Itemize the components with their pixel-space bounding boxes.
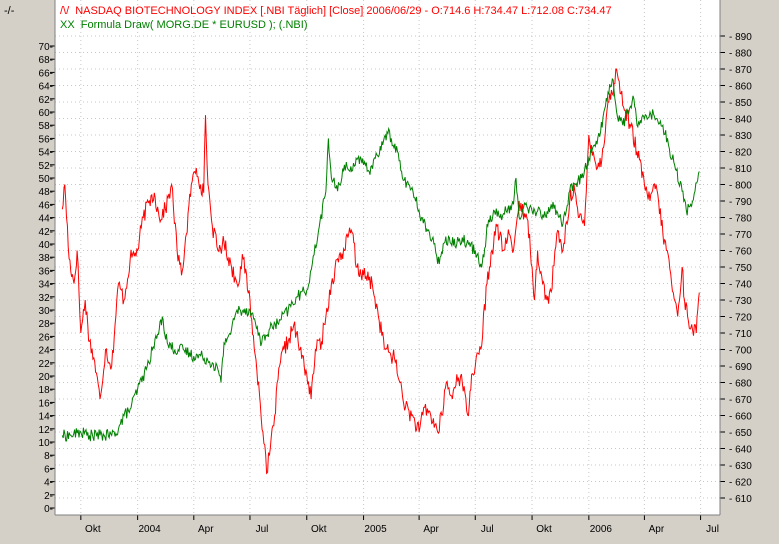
left-tick-label: 42-	[39, 227, 53, 238]
left-tick-label: 8-	[44, 451, 53, 462]
x-tick-label: Okt	[536, 524, 552, 535]
left-tick-label: 60-	[39, 108, 53, 119]
x-tick-label: Okt	[311, 524, 327, 535]
left-tick-label: 26-	[39, 332, 53, 343]
right-tick-label: - 690	[729, 362, 752, 373]
right-tick-label: - 720	[729, 313, 752, 324]
x-tick-label: Apr	[423, 524, 439, 535]
right-tick-label: - 890	[729, 32, 752, 43]
legend-marker-formula: XX	[60, 19, 75, 31]
right-tick-label: - 880	[729, 49, 752, 60]
left-tick-label: 56-	[39, 134, 53, 145]
left-tick-label: 46-	[39, 200, 53, 211]
right-tick-label: - 870	[729, 65, 752, 76]
x-axis: Okt 2004 Apr Jul Okt 2005 Apr Jul Okt 2006 Apr Jul	[55, 514, 720, 535]
left-tick-label: 4-	[44, 478, 53, 489]
right-tick-label: - 670	[729, 395, 752, 406]
right-tick-label: - 640	[729, 445, 752, 456]
left-tick-label: 30-	[39, 306, 53, 317]
x-tick-label: 2005	[364, 524, 387, 535]
left-tick-label: 12-	[39, 425, 53, 436]
right-tick-label: - 860	[729, 82, 752, 93]
left-tick-label: 44-	[39, 214, 53, 225]
right-tick-label: - 740	[729, 280, 752, 291]
legend-marker-nbi: /\/	[60, 5, 70, 17]
x-tick-label: 2004	[139, 524, 162, 535]
series-layer	[61, 68, 700, 475]
series-line-nbi	[61, 68, 700, 475]
right-tick-label: - 650	[729, 428, 752, 439]
left-tick-label: 6-	[44, 464, 53, 475]
series-line-formula	[61, 77, 700, 442]
legend-entry-nbi: /\/ NASDAQ BIOTECHNOLOGY INDEX [.NBI Täg…	[60, 5, 612, 17]
left-tick-label: 20-	[39, 372, 53, 383]
left-tick-label: 18-	[39, 385, 53, 396]
x-tick-label: 2006	[590, 524, 613, 535]
left-tick-label: 22-	[39, 359, 53, 370]
left-tick-label: 24-	[39, 346, 53, 357]
left-tick-label: 66-	[39, 68, 53, 79]
right-tick-label: - 630	[729, 461, 752, 472]
left-tick-label: 14-	[39, 412, 53, 423]
left-tick-label: 2-	[44, 491, 53, 502]
right-tick-label: - 700	[729, 346, 752, 357]
right-tick-label: - 780	[729, 214, 752, 225]
right-tick-label: - 660	[729, 412, 752, 423]
right-tick-label: - 750	[729, 263, 752, 274]
right-tick-label: - 800	[729, 181, 752, 192]
right-tick-label: - 730	[729, 296, 752, 307]
right-tick-label: - 760	[729, 247, 752, 258]
x-tick-label: Jul	[706, 524, 719, 535]
right-tick-label: - 830	[729, 131, 752, 142]
left-tick-label: 16-	[39, 398, 53, 409]
legend-text-nbi: NASDAQ BIOTECHNOLOGY INDEX [.NBI Täglich…	[75, 5, 611, 17]
legend: /\/ NASDAQ BIOTECHNOLOGY INDEX [.NBI Täg…	[60, 5, 612, 31]
left-tick-label: 54-	[39, 148, 53, 159]
x-tick-label: Apr	[198, 524, 214, 535]
right-tick-label: - 850	[729, 98, 752, 109]
left-axis: 0- 2- 4- 6- 8- 10- 12- 14- 16- 18- 20- 22- 24- 26- 28-…	[39, 0, 56, 515]
left-tick-label: 68-	[39, 55, 53, 66]
left-tick-label: 50-	[39, 174, 53, 185]
left-tick-label: 38-	[39, 253, 53, 264]
right-tick-label: - 770	[729, 230, 752, 241]
x-tick-label: Apr	[649, 524, 665, 535]
right-tick-label: - 790	[729, 197, 752, 208]
right-axis: - 610 - 620 - 630 - 640 - 650 - 660 - 670 - 680…	[719, 0, 752, 515]
right-tick-label: - 810	[729, 164, 752, 175]
x-tick-label: Jul	[256, 524, 269, 535]
right-tick-label: - 820	[729, 148, 752, 159]
left-tick-label: 52-	[39, 161, 53, 172]
left-tick-label: 0-	[44, 504, 53, 515]
left-tick-label: 10-	[39, 438, 53, 449]
left-tick-label: 36-	[39, 266, 53, 277]
left-tick-label: 70-	[39, 42, 53, 53]
legend-entry-formula: XX Formula Draw( MORG.DE * EURUSD ); (.N…	[60, 19, 308, 31]
right-tick-label: - 840	[729, 115, 752, 126]
left-tick-label: 64-	[39, 82, 53, 93]
corner-label: -/-	[4, 5, 15, 17]
left-tick-label: 32-	[39, 293, 53, 304]
left-tick-label: 48-	[39, 187, 53, 198]
left-tick-label: 40-	[39, 240, 53, 251]
plot-area	[55, 0, 720, 515]
legend-text-formula: Formula Draw( MORG.DE * EURUSD ); (.NBI)	[81, 19, 308, 31]
right-tick-label: - 680	[729, 379, 752, 390]
left-tick-label: 28-	[39, 319, 53, 330]
left-tick-label: 34-	[39, 280, 53, 291]
right-tick-label: - 610	[729, 494, 752, 505]
x-tick-label: Okt	[85, 524, 101, 535]
left-tick-label: 58-	[39, 121, 53, 132]
grid	[55, 0, 720, 515]
right-tick-label: - 620	[729, 478, 752, 489]
right-tick-label: - 710	[729, 329, 752, 340]
x-tick-label: Jul	[481, 524, 494, 535]
left-tick-label: 62-	[39, 95, 53, 106]
